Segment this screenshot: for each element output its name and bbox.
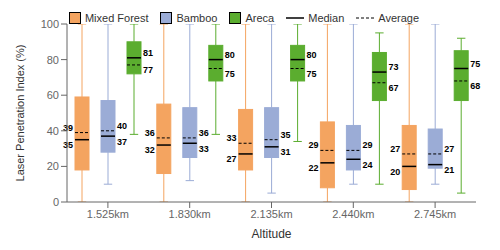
svg-text:33: 33 [199,144,209,154]
svg-text:37: 37 [117,137,127,147]
html-text:Average: Average [378,12,420,24]
svg-text:20: 20 [47,160,59,172]
svg-text:75: 75 [225,69,235,79]
svg-text:40: 40 [117,121,127,131]
svg-text:80: 80 [47,54,59,66]
svg-text:2.135km: 2.135km [250,208,292,220]
svg-text:75: 75 [307,69,317,79]
svg-text:21: 21 [444,165,454,175]
svg-text:Altitude: Altitude [251,227,291,241]
svg-text:27: 27 [390,144,400,154]
svg-text:60: 60 [47,89,59,101]
svg-text:22: 22 [308,163,318,173]
svg-text:35: 35 [281,130,291,140]
svg-text:0: 0 [53,196,59,208]
svg-text:1.525km: 1.525km [87,208,129,220]
svg-text:68: 68 [470,81,480,91]
svg-text:67: 67 [388,83,398,93]
html-text:Areca: Areca [245,12,275,24]
svg-text:32: 32 [145,145,155,155]
svg-text:27: 27 [227,154,237,164]
svg-text:73: 73 [388,62,398,72]
svg-text:24: 24 [362,160,372,170]
svg-text:81: 81 [143,48,153,58]
svg-text:20: 20 [390,167,400,177]
html-text:Bamboo: Bamboo [176,12,218,24]
svg-text:29: 29 [362,140,372,150]
svg-text:77: 77 [143,65,153,75]
svg-text:80: 80 [225,50,235,60]
svg-text:36: 36 [145,128,155,138]
svg-text:80: 80 [307,50,317,60]
svg-text:2.745km: 2.745km [414,208,456,220]
svg-text:100: 100 [41,18,59,30]
svg-text:Laser Penetration Index (%): Laser Penetration Index (%) [14,45,26,182]
html-text:Mixed Forest: Mixed Forest [84,12,149,24]
svg-text:40: 40 [47,125,59,137]
svg-text:33: 33 [227,133,237,143]
svg-text:1.830km: 1.830km [169,208,211,220]
svg-text:31: 31 [281,147,291,157]
svg-text:35: 35 [63,140,73,150]
svg-text:75: 75 [470,59,480,69]
svg-text:2.440km: 2.440km [332,208,374,220]
svg-text:29: 29 [308,140,318,150]
svg-text:36: 36 [199,128,209,138]
svg-text:27: 27 [444,144,454,154]
html-text:Median: Median [308,12,345,24]
svg-text:39: 39 [63,122,73,133]
